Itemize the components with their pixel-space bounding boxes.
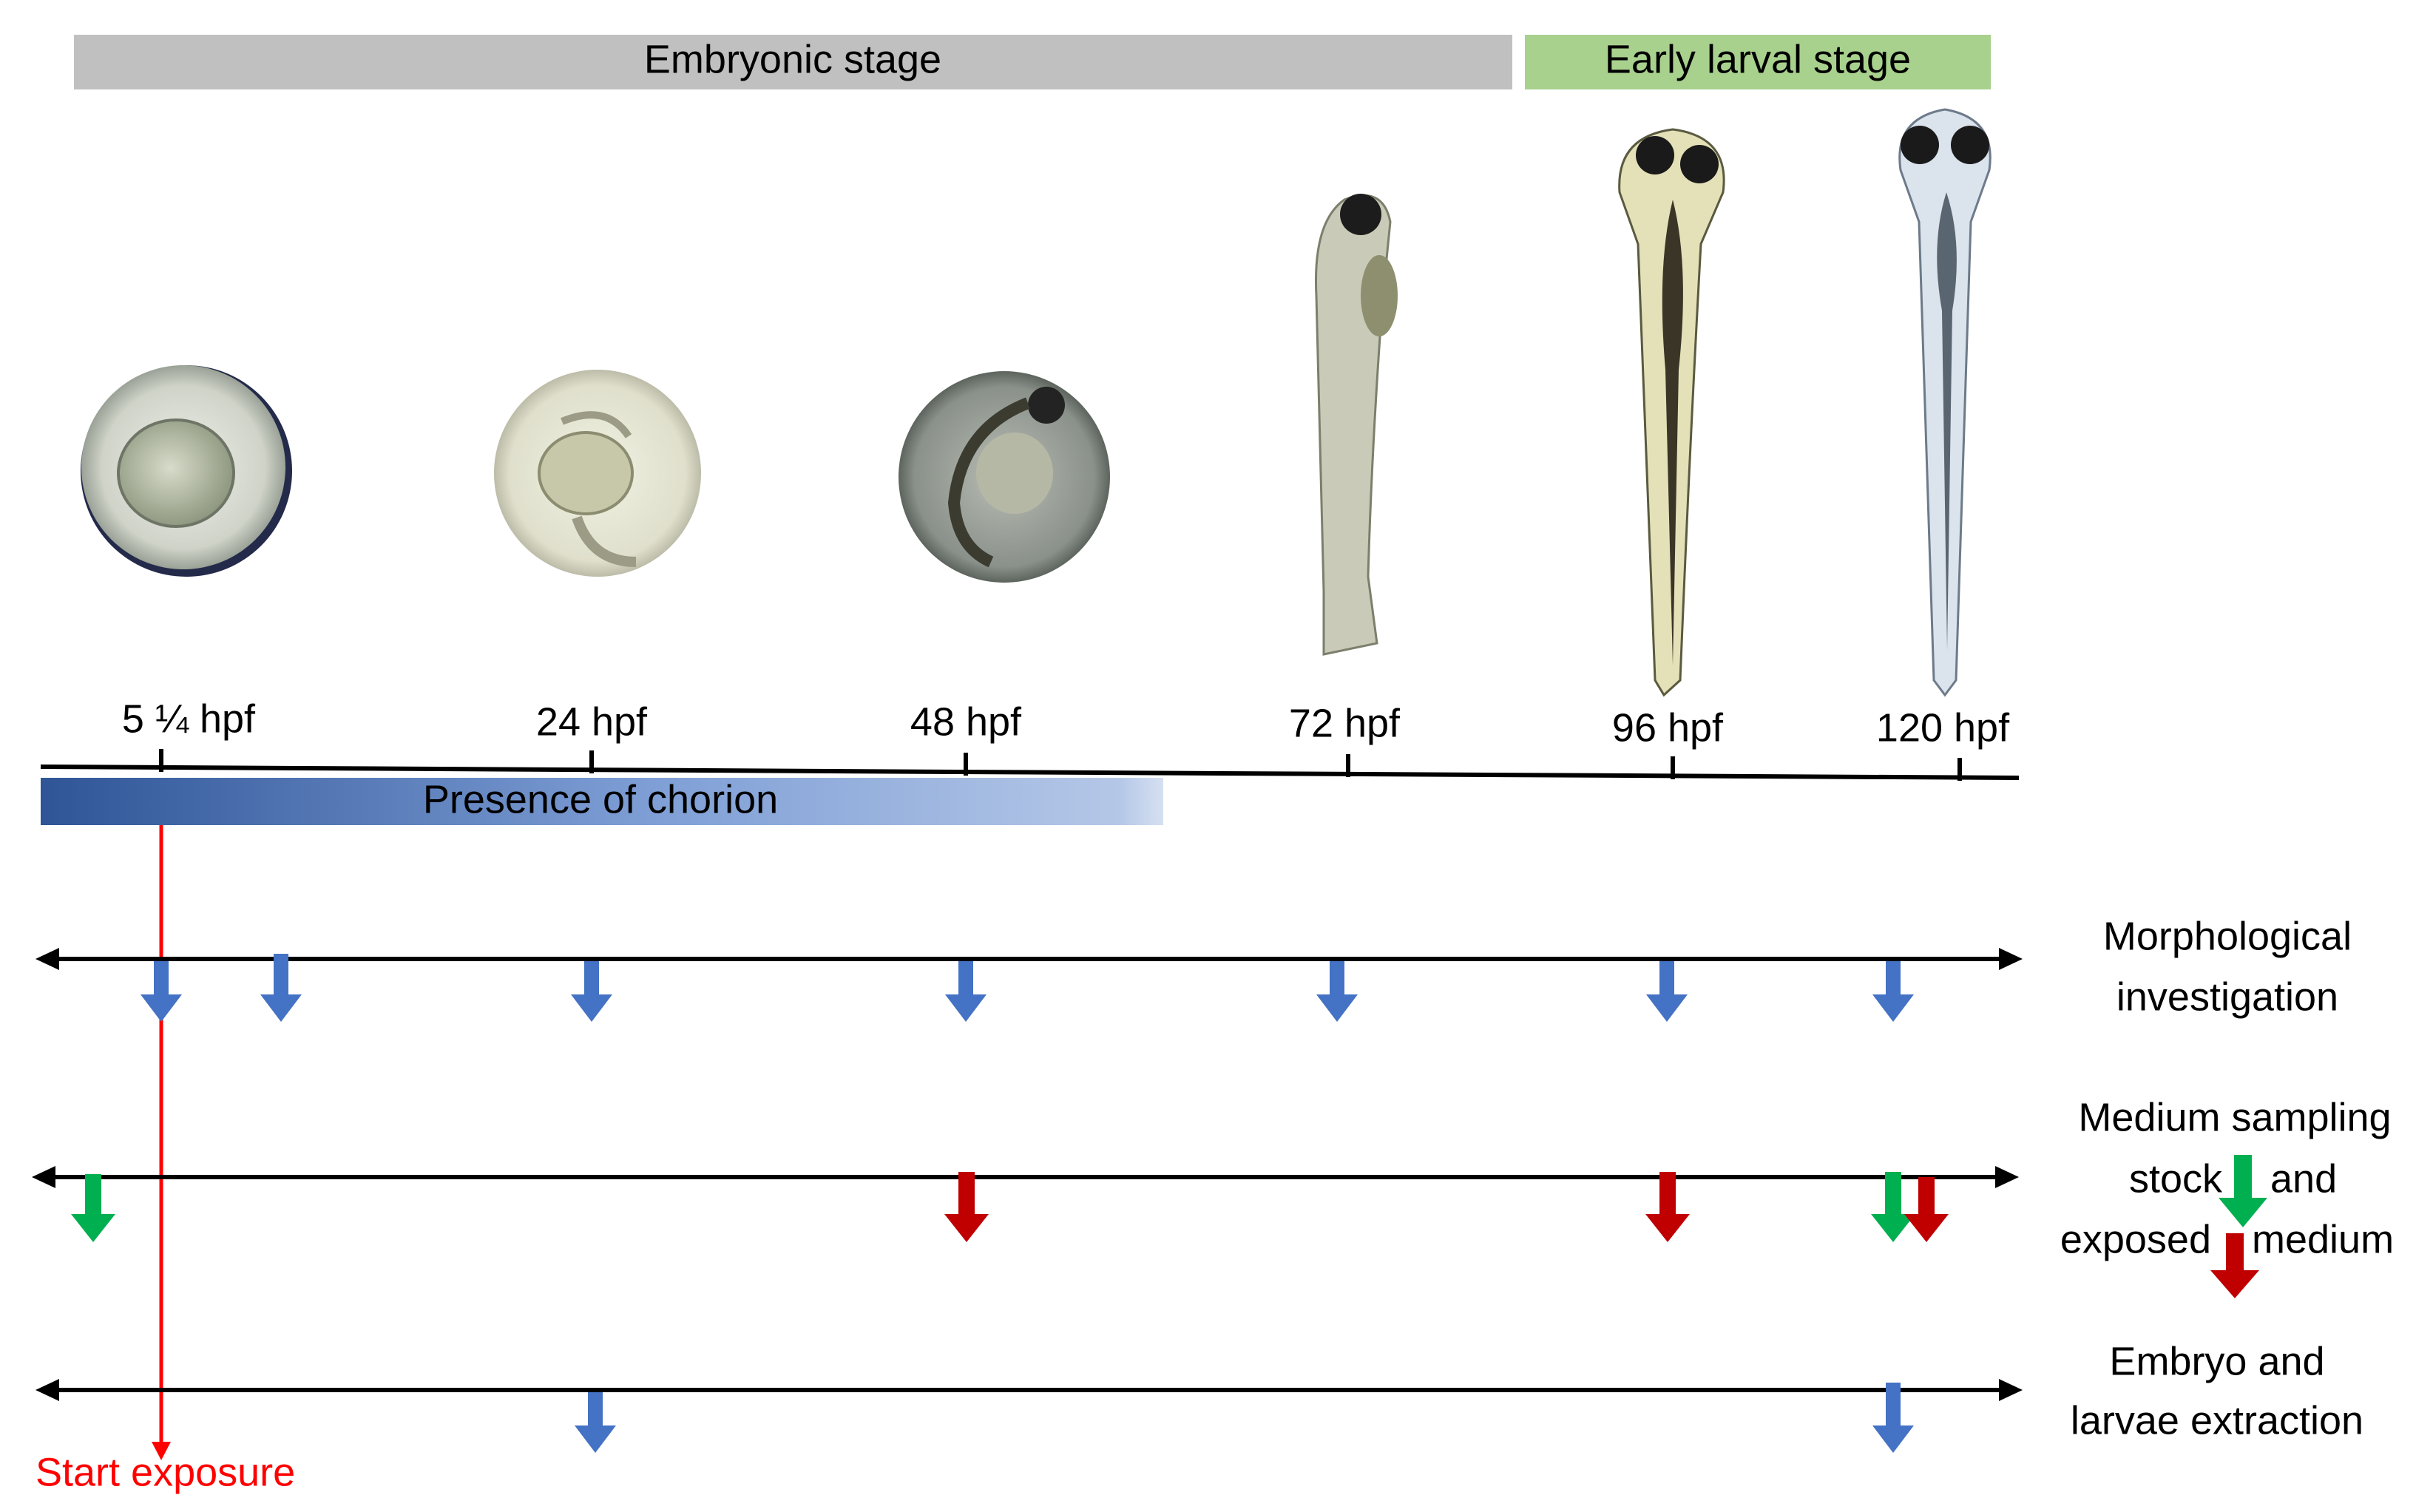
sampling-arrow-blue (1316, 961, 1358, 1022)
embryo-24hpf-image (494, 370, 701, 577)
morphological-label-line2: investigation (2116, 974, 2338, 1019)
main-timeline (40, 765, 2020, 780)
extraction-label-line1: Embryo and (2109, 1339, 2324, 1383)
larva-96hpf-image (1618, 128, 1725, 697)
tick-label-96hpf: 96 hpf (1612, 705, 1724, 750)
morphological-label-line1: Morphological (2103, 914, 2352, 958)
extraction-track (35, 1379, 2023, 1401)
embryonic-stage-bar: Embryonic stage (74, 35, 1512, 89)
morphological-arrows (141, 954, 1914, 1022)
exposed-arrow-red (944, 1172, 989, 1242)
tick-label-72hpf: 72 hpf (1289, 701, 1401, 745)
start-exposure-label: Start exposure (35, 1450, 295, 1494)
tick-label-48hpf: 48 hpf (910, 699, 1022, 744)
sampling-arrow-blue (1872, 1383, 1914, 1453)
track-arrowhead-right (1999, 1379, 2023, 1401)
tick-label-120hpf: 120 hpf (1876, 705, 2010, 750)
medium-label-and: and (2270, 1156, 2337, 1201)
medium-label-medium: medium (2252, 1217, 2394, 1261)
stock-arrow-green (71, 1174, 115, 1242)
larva-120hpf-image (1898, 108, 1992, 697)
sampling-arrow-blue (141, 961, 182, 1022)
track-arrowhead-right (1995, 1166, 2019, 1188)
track-arrowhead-left (35, 1379, 59, 1401)
medium-sampling-track (32, 1166, 2019, 1188)
sampling-arrow-blue (1646, 961, 1688, 1022)
tick-label-24hpf: 24 hpf (536, 699, 648, 744)
tick-label-5hpf: 5 ¼ hpf (122, 696, 256, 741)
chorion-label: Presence of chorion (423, 777, 778, 821)
early-larval-stage-label: Early larval stage (1605, 37, 1911, 81)
legend-arrow-green (2219, 1155, 2267, 1227)
sampling-arrow-blue (945, 961, 987, 1022)
embryo-5hpf-image (81, 365, 292, 577)
sampling-arrow-blue (571, 961, 612, 1022)
medium-sampling-legend: Medium sampling stock and exposed medium (2060, 1095, 2394, 1298)
legend-arrow-red (2210, 1233, 2259, 1298)
extraction-arrows (575, 1383, 1914, 1453)
chorion-bar: Presence of chorion (41, 777, 1163, 825)
medium-sampling-arrows (71, 1172, 1949, 1242)
medium-label-line1: Medium sampling (2078, 1095, 2391, 1139)
larva-72hpf-image (1315, 194, 1398, 656)
exposed-arrow-red (1645, 1172, 1690, 1242)
embryo-48hpf-image (899, 371, 1110, 583)
timeline-ticks: 5 ¼ hpf 24 hpf 48 hpf 72 hpf 96 hpf 120 … (122, 696, 2010, 781)
medium-label-stock: stock (2129, 1156, 2223, 1201)
start-exposure-marker: Start exposure (35, 825, 295, 1494)
extraction-label-line2: larvae extraction (2071, 1398, 2363, 1442)
stock-arrow-green (1871, 1172, 1915, 1242)
track-arrowhead-left (32, 1166, 55, 1188)
exposed-arrow-red (1904, 1177, 1949, 1242)
track-arrowhead-right (1999, 948, 2023, 970)
track-arrowhead-left (35, 948, 59, 970)
medium-label-exposed: exposed (2060, 1217, 2211, 1261)
sampling-arrow-blue (1872, 961, 1914, 1022)
sampling-arrow-blue (575, 1392, 616, 1453)
early-larval-stage-bar: Early larval stage (1525, 35, 1991, 89)
morphological-track (35, 948, 2023, 970)
embryonic-stage-label: Embryonic stage (644, 37, 941, 81)
sampling-arrow-blue (260, 954, 302, 1022)
